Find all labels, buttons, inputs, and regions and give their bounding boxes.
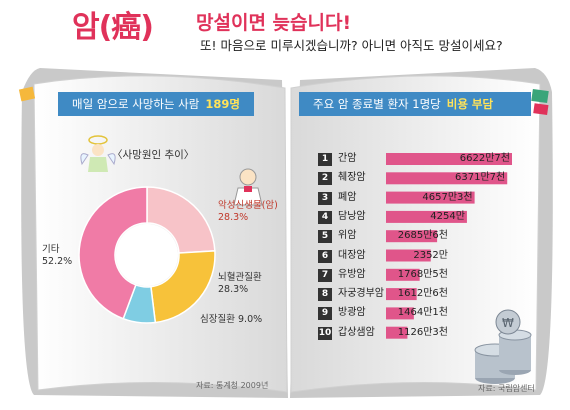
bar-value-label: 4254만: [430, 210, 465, 222]
pie-label-gita-pct: 52.2%: [42, 256, 73, 267]
bar-value-label: 1126만3천: [397, 326, 448, 338]
rank-badge: 8: [318, 288, 332, 302]
rank-badge: 4: [318, 210, 332, 224]
bar-3: [386, 191, 475, 204]
pie-label-akseong: 악성신생물(암) 28.3%: [218, 200, 278, 224]
pie-slice-gita: [78, 186, 148, 320]
bar-value-label: 2685만6천: [397, 230, 448, 242]
rank-badge: 6: [318, 249, 332, 263]
bar-value-label: 6371만7천: [455, 172, 506, 184]
bar-category-label: 담낭암: [338, 210, 366, 222]
bar-7: [386, 268, 420, 281]
pie-label-akseong-pct: 28.3%: [218, 212, 249, 223]
bar-category-label: 자궁경부암: [338, 288, 384, 300]
bar-value-label: 2352만: [413, 249, 448, 261]
bar-value-label: 6622만7천: [459, 153, 510, 164]
bar-category-label: 간암: [338, 153, 357, 164]
bar-category-label: 갑상샘암: [338, 326, 375, 338]
bar-5: [386, 230, 438, 243]
pie-label-noehyeol: 뇌혈관질환 28.3%: [218, 272, 262, 296]
bar-value-label: 1612만6천: [397, 288, 448, 300]
bar-chart: [386, 153, 512, 339]
rank-badge: 7: [318, 268, 332, 282]
pie-label-simjang: 심장질환 9.0%: [200, 314, 262, 326]
svg-text:₩: ₩: [502, 316, 514, 330]
right-banner: 주요 암 종료별 환자 1명당 비용 부담: [299, 92, 531, 116]
headline-subtitle: 또! 마음으로 미루시겠습니까? 아니면 아직도 망설이세요?: [200, 38, 503, 53]
right-source: 자료: 국립암센터: [478, 384, 535, 393]
bar-1: [386, 153, 512, 165]
bar-category-label: 폐암: [338, 191, 357, 203]
pie-chart: [78, 186, 216, 324]
bar-10: [386, 326, 408, 339]
bar-category-label: 방광암: [338, 307, 366, 319]
coin-stack-icon: ₩: [474, 309, 532, 384]
bar-value-label: 1464만1천: [397, 307, 448, 319]
rank-badge: 1: [318, 153, 332, 166]
rank-badge: 3: [318, 191, 332, 205]
bar-2: [386, 172, 508, 185]
pie-label-simjang-pct: 9.0%: [238, 314, 263, 325]
rank-badge: 5: [318, 230, 332, 244]
bar-category-label: 췌장암: [338, 172, 366, 184]
rank-badge: 2: [318, 172, 332, 186]
left-banner: 매일 암으로 사망하는 사람 189명: [58, 92, 254, 116]
bar-6: [386, 249, 431, 262]
left-source: 자료: 통계청 2009년: [196, 381, 269, 390]
bar-value-label: 1768만5천: [397, 268, 448, 280]
rank-badge: 10: [318, 326, 332, 340]
headline-title-rest: 망설이면 늦습니다!: [196, 12, 352, 34]
pie-label-noehyeol-name: 뇌혈관질환: [218, 272, 262, 283]
left-banner-text: 매일 암으로 사망하는 사람: [72, 97, 200, 111]
pie-label-akseong-name: 악성신생물(암): [218, 200, 278, 211]
bar-category-label: 유방암: [338, 268, 366, 280]
left-banner-highlight: 189명: [205, 97, 240, 111]
pie-label-noehyeol-pct: 28.3%: [218, 284, 249, 295]
pie-section-title: 〈사망원인 추이〉: [112, 149, 195, 161]
headline-title-word: 암(癌): [72, 10, 154, 45]
pie-label-simjang-name: 심장질환: [200, 314, 235, 325]
pie-label-gita: 기타 52.2%: [42, 244, 72, 268]
right-banner-highlight: 비용 부담: [446, 97, 494, 111]
bar-4: [386, 210, 467, 223]
headline: 암(癌) 망설이면 늦습니다! 또! 마음으로 미루시겠습니까? 아니면 아직도…: [0, 0, 570, 62]
bookmark-tab-right-2: [533, 103, 549, 116]
right-banner-text: 주요 암 종료별 환자 1명당: [313, 97, 441, 111]
pie-hole: [116, 224, 178, 286]
bar-8: [386, 288, 417, 301]
bar-9: [386, 307, 414, 320]
angel-icon: [80, 135, 116, 172]
doctor-icon: [233, 168, 263, 206]
bar-value-label: 4657만3천: [422, 191, 473, 203]
bar-category-label: 위암: [338, 230, 357, 242]
rank-badge: 9: [318, 307, 332, 321]
pie-label-gita-name: 기타: [42, 244, 60, 255]
bookmark-tab-right: [531, 88, 549, 104]
bar-category-label: 대장암: [338, 249, 366, 261]
bookmark-tab-left: [18, 86, 36, 102]
